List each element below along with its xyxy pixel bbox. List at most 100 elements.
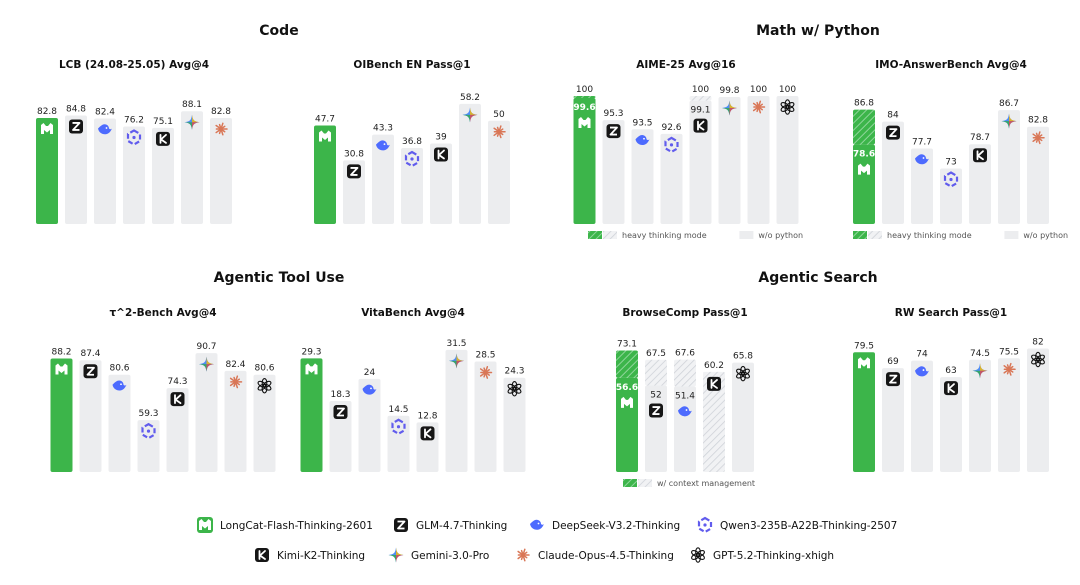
legend-label: DeepSeek-V3.2-Thinking (552, 520, 680, 532)
bar-value-label: 52 (650, 391, 661, 401)
bar-value-label: 50 (493, 110, 505, 120)
bar-glm (79, 360, 102, 472)
bar-value-label: 14.5 (388, 405, 408, 415)
chart-title: LCB (24.08-25.05) Avg@4 (59, 59, 209, 71)
glm-icon (886, 125, 900, 140)
chart-1: LCB (24.08-25.05) Avg@4 82.8 84.8 82.4 76.2 7… (36, 59, 232, 224)
bar-value-label: 82.8 (211, 107, 231, 117)
bar-value-label: 78.6 (853, 150, 875, 160)
bar-top-label: 86.8 (854, 99, 874, 109)
bar-claude (998, 358, 1020, 472)
bar-qwen (401, 148, 423, 224)
claude-icon (752, 100, 766, 114)
kimi-icon (420, 426, 435, 441)
legend-item-deepseek: DeepSeek-V3.2-Thinking (530, 519, 680, 532)
bar-gpt (253, 374, 276, 472)
bar-value-label: 99.6 (573, 103, 595, 113)
bar-value-label: 99.1 (690, 106, 710, 116)
chart-title: AIME-25 Avg@16 (636, 59, 736, 71)
deepseek-icon (530, 519, 544, 530)
bar-value-label: 47.7 (315, 115, 335, 125)
legend-item-kimi: Kimi-K2-Thinking (255, 548, 365, 562)
claude-icon (229, 375, 243, 389)
qwen-icon (943, 171, 959, 188)
note-label: heavy thinking mode (622, 231, 707, 240)
gpt-icon (691, 547, 705, 563)
bar-value-label: 82.4 (95, 108, 115, 118)
model-legend: LongCat-Flash-Thinking-2601 GLM-4.7-Think… (197, 516, 897, 563)
bar-kimi (430, 143, 452, 224)
qwen-icon (664, 136, 679, 154)
bar-glm (882, 368, 904, 472)
bar-value-label: 74.5 (970, 349, 990, 359)
bar-gpt (1027, 348, 1049, 472)
chart-title: IMO-AnswerBench Avg@4 (875, 59, 1027, 71)
bar-deepseek (358, 378, 381, 472)
bar-glm (329, 401, 352, 472)
gemini-icon (462, 107, 478, 123)
bar-value-label: 12.8 (417, 411, 437, 421)
bar-value-label: 18.3 (330, 390, 350, 400)
longcat-icon (199, 519, 211, 530)
gpt-icon (1031, 351, 1045, 368)
glm-icon (606, 124, 621, 139)
glm-icon (83, 364, 98, 379)
bar-value-label: 76.2 (124, 115, 144, 125)
note-swatch-gray (1004, 231, 1019, 239)
deepseek-icon (678, 406, 692, 417)
chart-title: τ^2-Bench Avg@4 (109, 307, 216, 319)
bar-top-label: 67.6 (675, 349, 695, 359)
section-title-agentic-tool-use: Agentic Tool Use (214, 270, 345, 286)
chart-title: VitaBench Avg@4 (361, 307, 465, 319)
bar-value-label: 82.8 (37, 107, 57, 117)
chart-title: BrowseComp Pass@1 (622, 307, 747, 319)
legend-item-gemini: Gemini-3.0-Pro (388, 547, 489, 563)
bar-value-label: 24.3 (504, 367, 524, 377)
bar-value-label: 100 (750, 85, 767, 95)
bar-value-label: 75.1 (153, 117, 173, 127)
bar-glm (602, 120, 625, 224)
bar-longcat (300, 358, 323, 472)
bar-extension-kimi (703, 371, 725, 472)
bar-deepseek (631, 129, 654, 224)
bar-qwen (123, 126, 145, 224)
legend-item-longcat: LongCat-Flash-Thinking-2601 (197, 517, 373, 533)
gemini-icon (184, 114, 200, 130)
deepseek-icon (362, 384, 377, 395)
bar-value-label: 51.4 (675, 392, 695, 402)
longcat-icon (621, 396, 633, 408)
gpt-icon (507, 380, 522, 397)
bar-value-label: 80.6 (109, 364, 129, 374)
bar-value-label: 87.4 (80, 349, 100, 359)
glm-icon (886, 372, 900, 387)
claude-icon (215, 122, 228, 136)
bar-value-label: 88.2 (51, 348, 71, 358)
bar-value-label: 82.4 (225, 360, 245, 370)
legend-item-claude: Claude-Opus-4.5-Thinking (517, 548, 674, 562)
bar-qwen (940, 168, 962, 224)
bar-value-label: 95.3 (603, 109, 623, 119)
bar-value-label: 74 (916, 350, 928, 360)
bar-gpt (776, 96, 799, 224)
claude-icon (1032, 131, 1045, 145)
bar-gpt (732, 362, 754, 472)
bar-gemini (969, 359, 991, 472)
longcat-icon (319, 130, 331, 142)
bar-value-label: 92.6 (661, 123, 681, 133)
gpt-icon (736, 365, 750, 382)
gemini-icon (972, 363, 988, 379)
bar-longcat (853, 352, 875, 472)
bar-value-label: 31.5 (446, 339, 466, 349)
bar-extension-deepseek (674, 359, 696, 387)
chart-4: IMO-AnswerBench Avg@4 86.8 78.6 84 77.7 73 78.… (853, 59, 1068, 240)
bar-longcat (36, 118, 58, 224)
bar-deepseek (674, 386, 696, 472)
bar-gemini (195, 353, 218, 472)
bar-kimi (152, 127, 174, 224)
chart-notes: heavy thinking mode w/o python (588, 231, 803, 240)
claude-icon (517, 548, 530, 562)
glm-icon (347, 164, 361, 179)
bar-claude (210, 118, 232, 224)
bar-value-label: 90.7 (196, 342, 216, 352)
bar-extension-kimi (689, 96, 712, 101)
